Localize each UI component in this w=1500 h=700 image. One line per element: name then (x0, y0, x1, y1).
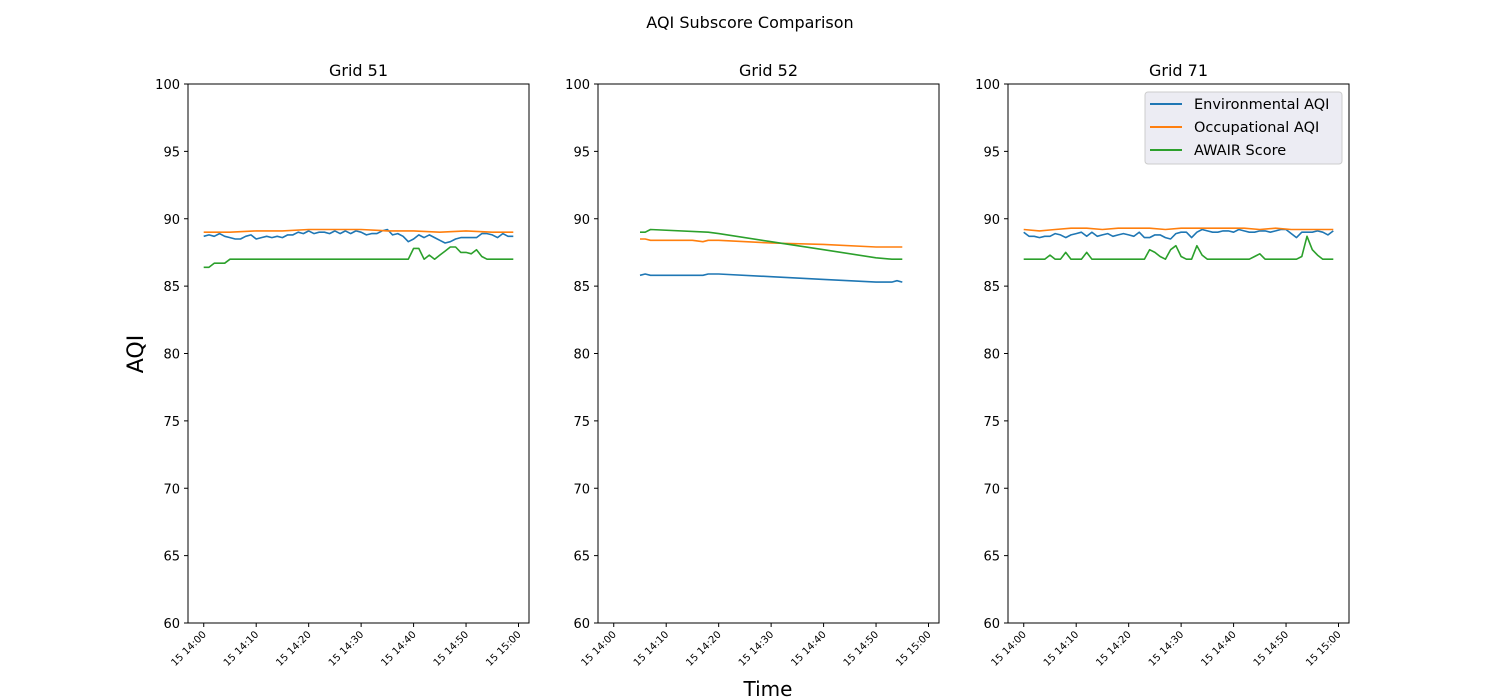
y-tick-label: 100 (565, 78, 590, 93)
x-tick-label: 15 15:00 (894, 629, 933, 668)
x-tick-label: 15 14:00 (169, 629, 208, 668)
y-tick-label: 60 (983, 617, 1000, 632)
y-axis-label: AQI (124, 335, 149, 373)
y-tick-label: 90 (983, 213, 1000, 228)
y-tick-label: 80 (163, 348, 180, 363)
figure-title: AQI Subscore Comparison (646, 13, 853, 32)
y-tick-label: 65 (983, 550, 1000, 565)
series-line-environmental-aqi (203, 228, 514, 244)
panel-title: Grid 71 (1149, 61, 1208, 80)
y-tick-label: 85 (573, 280, 590, 295)
axes-frame (597, 83, 940, 624)
y-tick-label: 85 (983, 280, 1000, 295)
panel-title: Grid 51 (329, 61, 388, 80)
y-tick-label: 80 (983, 348, 1000, 363)
y-tick-label: 60 (163, 617, 180, 632)
series-line-awair-score (203, 246, 514, 269)
legend-label: Environmental AQI (1194, 97, 1329, 113)
y-tick-label: 65 (163, 550, 180, 565)
y-tick-label: 80 (573, 348, 590, 363)
y-tick-label: 75 (573, 415, 590, 430)
y-tick-label: 85 (163, 280, 180, 295)
plot-area (1023, 227, 1334, 261)
y-tick-label: 90 (163, 213, 180, 228)
series-line-awair-score (640, 228, 903, 261)
y-tick-label: 100 (155, 78, 180, 93)
x-tick-label: 15 14:00 (989, 629, 1028, 668)
panel-title: Grid 52 (739, 61, 798, 80)
y-tick-label: 95 (573, 145, 590, 160)
legend-item-environmental-aqi: Environmental AQI (1150, 97, 1329, 113)
x-tick-label: 15 14:50 (842, 629, 881, 668)
x-tick-label: 15 14:20 (1094, 629, 1133, 668)
x-tick-label: 15 15:00 (1304, 629, 1343, 668)
series-line-environmental-aqi (1023, 228, 1334, 240)
x-tick-label: 15 14:50 (1252, 629, 1291, 668)
x-tick-label: 15 14:30 (737, 629, 776, 668)
y-tick-label: 75 (163, 415, 180, 430)
panel-grid-51: Grid 51 60 65 70 75 80 85 90 95 100 15 14:00 15 14:… (155, 61, 530, 669)
x-tick-label: 15 14:10 (1042, 629, 1081, 668)
series-line-environmental-aqi (639, 273, 903, 283)
axes-frame (1007, 83, 1350, 624)
y-tick-label: 65 (573, 550, 590, 565)
axes-frame (187, 83, 530, 624)
x-tick-label: 15 14:50 (432, 629, 471, 668)
series-line-awair-score (1023, 235, 1334, 261)
y-tick-label: 70 (573, 482, 590, 497)
x-tick-label: 15 14:10 (222, 629, 261, 668)
legend-label: Occupational AQI (1194, 120, 1319, 136)
y-tick-label: 60 (573, 617, 590, 632)
y-tick-label: 70 (163, 482, 180, 497)
x-tick-label: 15 14:30 (327, 629, 366, 668)
y-tick-label: 70 (983, 482, 1000, 497)
plot-area (639, 228, 903, 283)
legend: Environmental AQI Occupational AQI AWAIR S… (1144, 91, 1343, 165)
y-tick-label: 75 (983, 415, 1000, 430)
y-tick-label: 95 (983, 145, 1000, 160)
y-tick-label: 95 (163, 145, 180, 160)
x-tick-label: 15 15:00 (484, 629, 523, 668)
x-tick-label: 15 14:00 (579, 629, 618, 668)
legend-item-occupational-aqi: Occupational AQI (1150, 120, 1319, 136)
x-tick-label: 15 14:40 (379, 629, 418, 668)
x-tick-label: 15 14:30 (1147, 629, 1186, 668)
x-tick-label: 15 14:10 (632, 629, 671, 668)
x-tick-label: 15 14:40 (1199, 629, 1238, 668)
panel-grid-52: Grid 52 60 65 70 75 80 85 90 95 100 15 14:00 15 14:… (565, 61, 940, 669)
legend-box (1144, 91, 1343, 165)
series-line-occupational-aqi (1023, 227, 1334, 232)
x-axis-label: Time (743, 677, 793, 700)
plot-area (203, 228, 514, 269)
x-tick-label: 15 14:20 (684, 629, 723, 668)
series-line-occupational-aqi (203, 228, 514, 233)
legend-item-awair-score: AWAIR Score (1150, 143, 1286, 159)
y-tick-label: 90 (573, 213, 590, 228)
y-tick-label: 100 (975, 78, 1000, 93)
legend-label: AWAIR Score (1194, 143, 1286, 159)
x-tick-label: 15 14:40 (789, 629, 828, 668)
series-line-occupational-aqi (640, 238, 903, 248)
x-tick-label: 15 14:20 (274, 629, 313, 668)
